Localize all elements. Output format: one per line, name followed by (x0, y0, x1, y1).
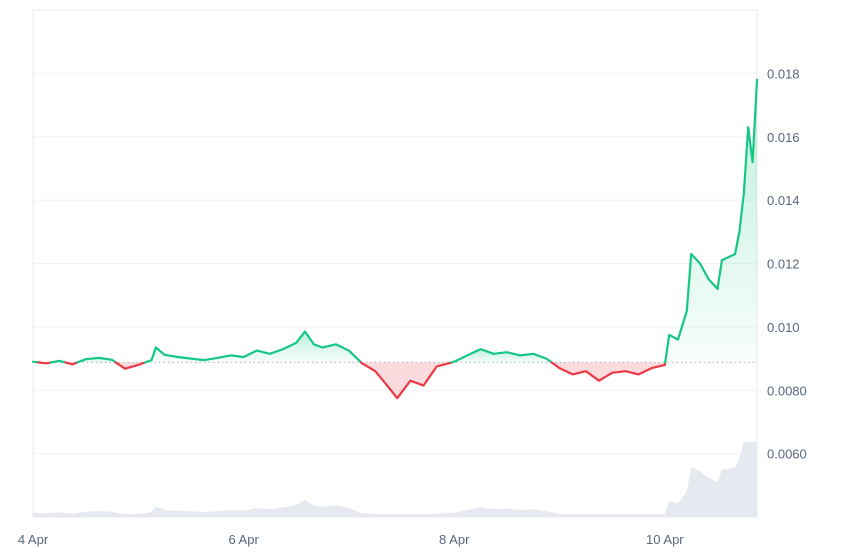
fill-below-baseline (551, 362, 666, 381)
y-tick-label: 0.0060 (767, 447, 807, 462)
line-below-baseline (37, 361, 53, 365)
volume-area (33, 442, 757, 517)
y-tick-label: 0.016 (767, 130, 800, 145)
line-below-baseline (360, 361, 453, 400)
line-below-baseline (114, 361, 147, 370)
grid (33, 72, 757, 455)
y-tick-label: 0.018 (767, 66, 800, 81)
fill-above-baseline (451, 349, 552, 363)
y-axis-labels: 0.0060 0.0080 0.010 0.012 0.014 0.016 0.018 (767, 66, 807, 461)
line-below-baseline (550, 361, 667, 382)
line-above-baseline (144, 330, 363, 364)
x-tick-label: 4 Apr (18, 532, 49, 547)
x-tick-label: 8 Apr (439, 532, 470, 547)
line-above-baseline (450, 348, 553, 364)
x-axis-labels: 4 Apr 6 Apr 8 Apr 10 Apr (18, 532, 684, 547)
x-tick-label: 6 Apr (228, 532, 259, 547)
line-above-baseline (76, 356, 117, 364)
price-line (31, 78, 759, 400)
price-fill (33, 79, 757, 399)
fill-above-baseline (145, 331, 362, 363)
y-tick-label: 0.010 (767, 320, 800, 335)
y-tick-label: 0.012 (767, 257, 800, 272)
fill-above-baseline (665, 79, 757, 363)
fill-below-baseline (361, 362, 452, 399)
x-tick-label: 10 Apr (646, 532, 684, 547)
y-tick-label: 0.0080 (767, 383, 807, 398)
line-below-baseline (64, 361, 79, 366)
line-above-baseline (50, 359, 67, 364)
y-tick-label: 0.014 (767, 193, 800, 208)
line-above-baseline (664, 78, 759, 364)
